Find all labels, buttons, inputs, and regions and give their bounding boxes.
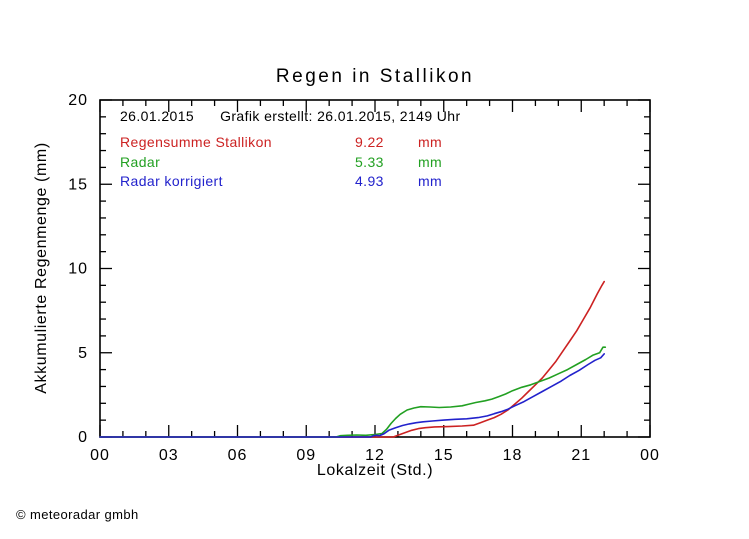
- x-tick-label: 21: [571, 447, 591, 464]
- series-line-1: [99, 346, 607, 438]
- y-tick-label: 15: [68, 176, 88, 193]
- legend-value: 4.93: [355, 173, 384, 189]
- legend-unit: mm: [418, 153, 443, 170]
- y-tick-label: 10: [68, 261, 88, 278]
- legend-row: Regensumme Stallikon 9.22 mm: [120, 134, 480, 154]
- x-tick-label: 09: [296, 447, 316, 464]
- x-tick-label: 03: [159, 447, 179, 464]
- legend-label: Radar: [120, 153, 161, 170]
- annotation-date: 26.01.2015: [120, 108, 195, 124]
- x-tick-label: 12: [365, 447, 385, 464]
- chart-annotation: 26.01.2015 Grafik erstellt: 26.01.2015, …: [120, 108, 461, 124]
- y-tick-label: 5: [78, 345, 88, 362]
- x-tick-label: 18: [503, 447, 523, 464]
- legend-row: Radar 5.33 mm: [120, 154, 480, 174]
- legend: Regensumme Stallikon 9.22 mm Radar 5.33 …: [120, 134, 480, 193]
- legend-label: Regensumme Stallikon: [120, 134, 272, 150]
- legend-row: Radar korrigiert 4.93 mm: [120, 173, 480, 193]
- legend-value: 5.33: [355, 153, 384, 170]
- legend-unit: mm: [418, 173, 443, 189]
- series-line-2: [99, 353, 606, 438]
- legend-unit: mm: [418, 134, 443, 150]
- y-tick-label: 0: [78, 429, 88, 446]
- x-axis-label: Lokalzeit (Std.): [316, 462, 434, 479]
- y-axis-label: Akkumulierte Regenmenge (mm): [33, 142, 50, 394]
- copyright-notice: © meteoradar gmbh: [16, 507, 139, 522]
- legend-label: Radar korrigiert: [120, 173, 223, 189]
- legend-value: 9.22: [355, 134, 384, 150]
- series-line-0: [99, 280, 606, 438]
- x-tick-label: 15: [434, 447, 454, 464]
- x-tick-label: 06: [228, 447, 248, 464]
- x-tick-label: 00: [640, 447, 660, 464]
- annotation-created: Grafik erstellt: 26.01.2015, 2149 Uhr: [220, 108, 461, 124]
- x-tick-label: 00: [90, 447, 110, 464]
- y-tick-label: 20: [68, 92, 88, 109]
- chart-title: Regen in Stallikon: [275, 66, 475, 87]
